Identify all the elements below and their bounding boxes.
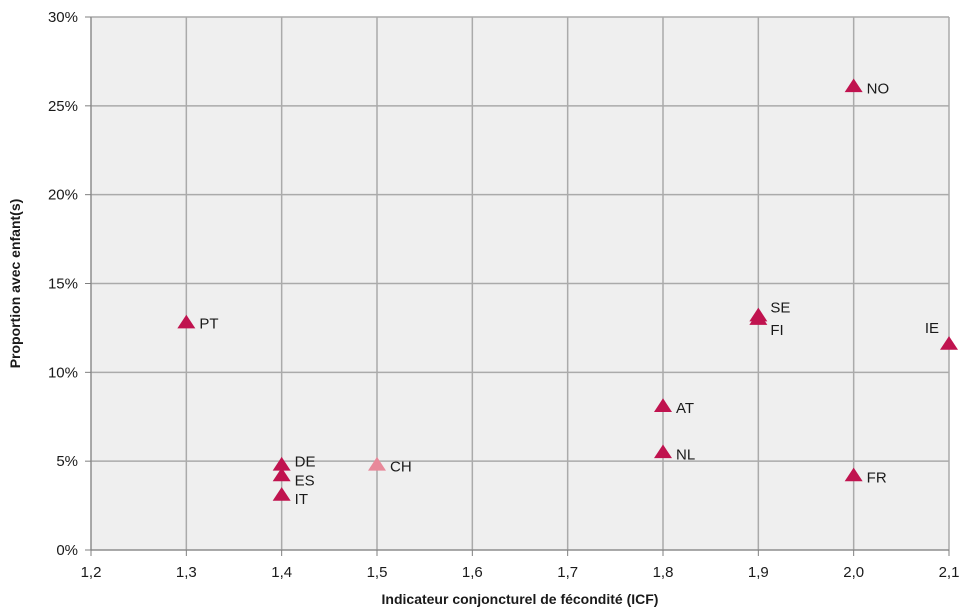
y-axis-title: Proportion avec enfant(s) — [7, 199, 23, 369]
point-label-at: AT — [676, 400, 694, 417]
x-tick-label: 1,4 — [271, 564, 292, 581]
y-tick-label: 20% — [48, 187, 78, 204]
point-marker-pt — [177, 314, 196, 329]
x-tick-label: 1,2 — [81, 564, 102, 581]
x-tick-label: 1,8 — [653, 564, 674, 581]
point-marker-it — [272, 487, 291, 501]
y-tick-label: 25% — [48, 98, 78, 115]
point-label-de: DE — [295, 454, 316, 471]
x-tick-label: 1,9 — [748, 564, 769, 581]
y-tick-label: 0% — [56, 542, 78, 559]
point-marker-fr — [844, 467, 863, 482]
x-tick-label: 1,3 — [176, 564, 197, 581]
point-label-ch: CH — [390, 459, 412, 476]
point-marker-ch — [368, 456, 386, 471]
y-tick-label: 15% — [48, 276, 78, 293]
point-marker-de — [272, 456, 291, 471]
point-marker-at — [654, 398, 672, 412]
point-marker-no — [844, 78, 863, 93]
point-marker-es — [272, 467, 291, 482]
point-label-pt: PT — [199, 316, 218, 333]
x-tick-label: 1,5 — [367, 564, 388, 581]
point-label-it: IT — [295, 491, 308, 508]
point-marker-fi — [749, 311, 768, 325]
x-tick-label: 2,1 — [939, 564, 960, 581]
y-tick-label: 10% — [48, 364, 78, 381]
y-tick-label: 5% — [56, 453, 78, 470]
y-tick-label: 30% — [48, 9, 78, 26]
point-label-fi: FI — [770, 322, 783, 339]
x-tick-label: 2,0 — [843, 564, 864, 581]
point-label-es: ES — [295, 472, 315, 489]
x-tick-label: 1,6 — [462, 564, 483, 581]
point-label-ie: IE — [925, 320, 939, 337]
point-marker-nl — [654, 444, 672, 459]
point-label-se: SE — [770, 299, 790, 316]
point-marker-ie — [940, 336, 958, 350]
data-points — [177, 78, 958, 501]
x-tick-label: 1,7 — [557, 564, 578, 581]
point-label-no: NO — [867, 80, 890, 97]
axes — [85, 16, 950, 556]
x-axis-title: Indicateur conjoncturel de fécondité (IC… — [382, 591, 659, 607]
point-label-nl: NL — [676, 446, 695, 463]
tick-labels: 1,2 1,3 1,4 1,5 1,6 1,7 1,8 1,9 2,0 2,1 0% 5% 10% 15%… — [48, 9, 959, 581]
point-label-fr: FR — [867, 469, 887, 486]
